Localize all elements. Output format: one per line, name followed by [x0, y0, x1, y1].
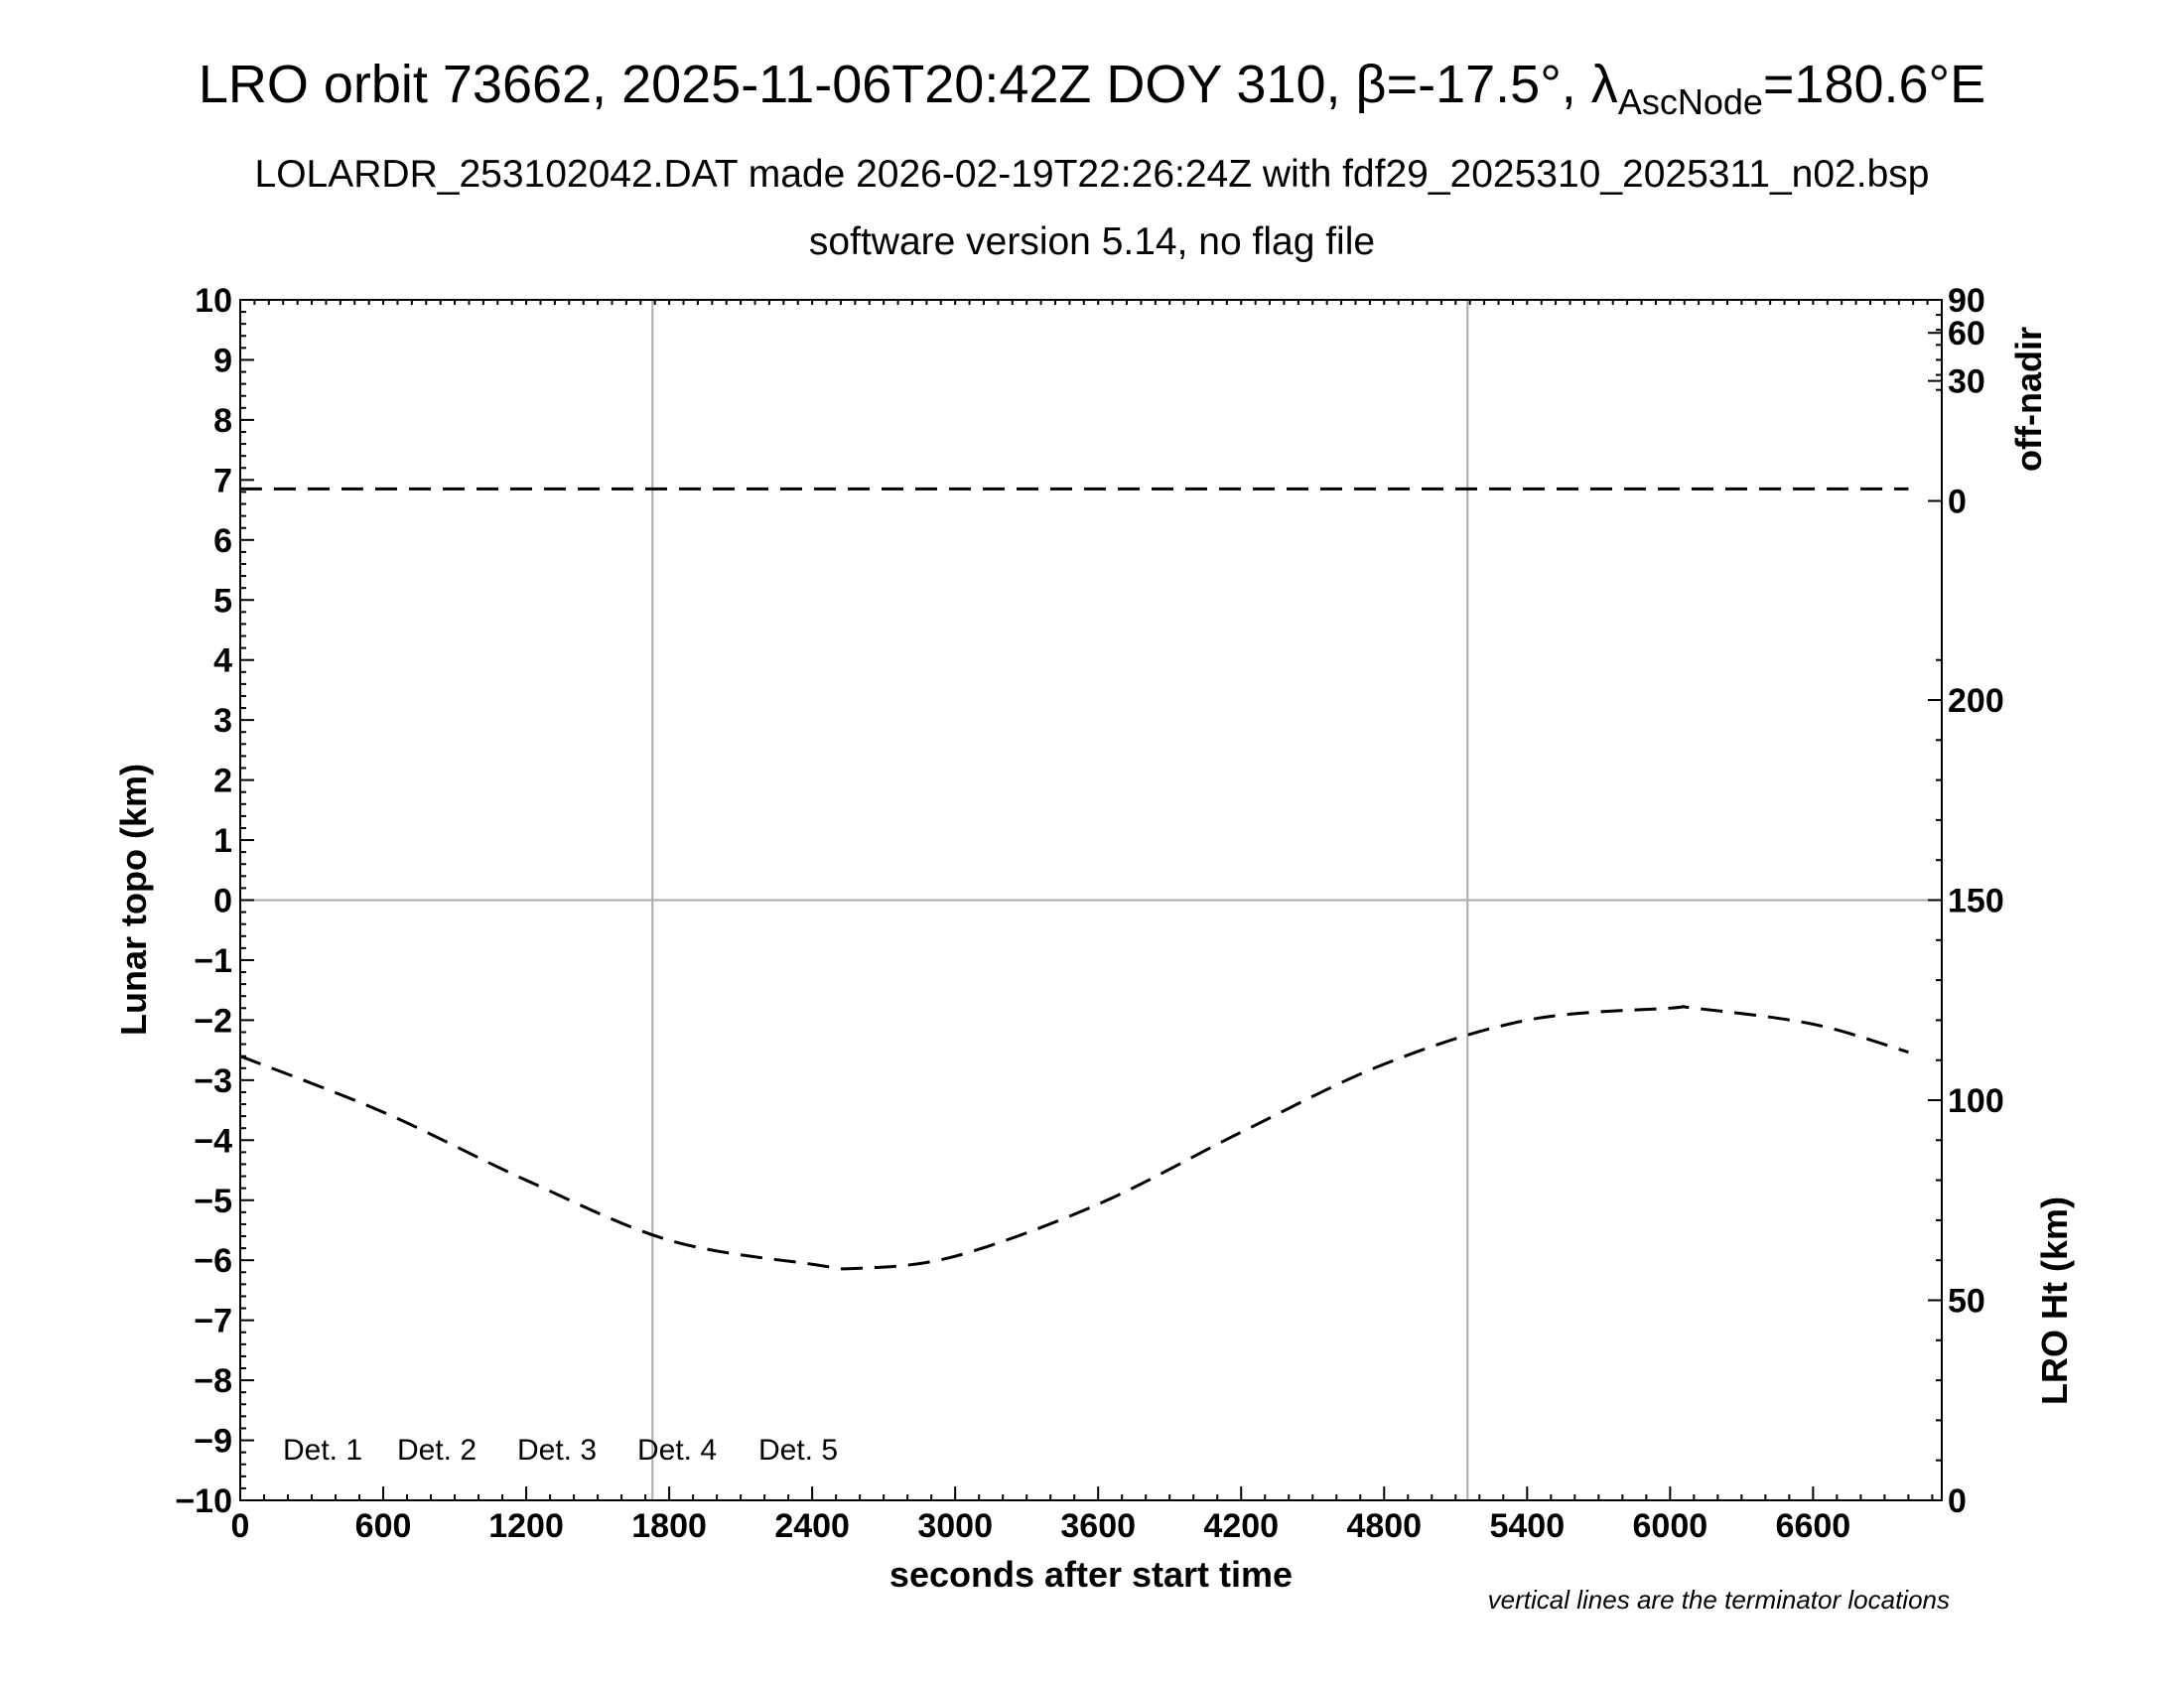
- right-top-axis-label: off-nadir: [2008, 327, 2049, 472]
- y-tick-label: −4: [194, 1122, 232, 1160]
- chart-title: LRO orbit 73662, 2025-11-06T20:42Z DOY 3…: [199, 55, 1985, 122]
- title-end: =180.6°E: [1763, 55, 1985, 114]
- y-tick-label: 9: [213, 342, 232, 379]
- x-tick-label: 6000: [1633, 1507, 1708, 1545]
- y-tick-label: −1: [194, 942, 232, 980]
- off-nadir-tick-label: 30: [1948, 363, 1985, 401]
- lro-ht-tick-label: 200: [1948, 682, 2004, 720]
- y-tick-label: 10: [195, 282, 232, 320]
- y-tick-label: 5: [213, 582, 232, 620]
- ticks-layer: 0 600 1200 1800 2400 3000 3600 4200 4800 5400 6000…: [175, 282, 2003, 1545]
- y-tick-label: −5: [194, 1183, 232, 1220]
- x-tick-label: 0: [231, 1507, 250, 1545]
- x-tick-label: 1200: [488, 1507, 564, 1545]
- off-nadir-tick-label: 90: [1948, 282, 1985, 320]
- plot-frame: [239, 299, 1943, 1501]
- lro-ht-tick-label: 150: [1948, 883, 2004, 920]
- x-tick-label: 3600: [1060, 1507, 1136, 1545]
- title-subscript: AscNode: [1618, 81, 1763, 122]
- y-axis-label: Lunar topo (km): [113, 764, 154, 1036]
- y-tick-label: −8: [194, 1362, 232, 1400]
- y-tick-label: 7: [213, 462, 232, 499]
- y-tick-label: 8: [213, 402, 232, 440]
- series-line-lro-height: [239, 1005, 1909, 1271]
- y-tick-label: −6: [194, 1242, 232, 1280]
- y-tick-label: 6: [213, 522, 232, 560]
- y-tick-label: 4: [213, 642, 232, 680]
- legend: Det. 1 Det. 2 Det. 3 Det. 4 Det. 5: [283, 1434, 838, 1467]
- series-layer: [239, 487, 1909, 1271]
- legend-item-det-5: Det. 5: [758, 1434, 838, 1467]
- y-tick-label: −7: [194, 1303, 232, 1340]
- x-tick-label: 1800: [631, 1507, 707, 1545]
- lro-ht-tick-label: 0: [1948, 1482, 1967, 1520]
- y-tick-label: 2: [213, 763, 232, 800]
- off-nadir-tick-label: 60: [1948, 315, 1985, 352]
- x-tick-label: 6600: [1776, 1507, 1851, 1545]
- y-tick-label: −3: [194, 1062, 232, 1100]
- y-tick-label: −2: [194, 1002, 232, 1040]
- y-tick-label: −10: [175, 1482, 232, 1520]
- y-tick-label: −9: [194, 1423, 232, 1461]
- chart-subtitle-1: LOLARDR_253102042.DAT made 2026-02-19T22…: [255, 153, 1930, 196]
- x-tick-label: 2400: [774, 1507, 850, 1545]
- footnote: vertical lines are the terminator locati…: [1488, 1585, 1950, 1615]
- legend-item-det-4: Det. 4: [637, 1434, 717, 1467]
- grid-layer: [240, 300, 1942, 1500]
- y-tick-label: 1: [213, 822, 232, 860]
- lro-ht-tick-label: 100: [1948, 1082, 2004, 1120]
- y-tick-label: 3: [213, 702, 232, 740]
- lro-ht-tick-label: 50: [1948, 1283, 1985, 1321]
- x-tick-label: 3000: [917, 1507, 993, 1545]
- off-nadir-tick-label: 0: [1948, 484, 1967, 521]
- x-tick-label: 5400: [1489, 1507, 1565, 1545]
- chart-subtitle-2: software version 5.14, no flag file: [809, 220, 1375, 263]
- x-axis-label: seconds after start time: [889, 1554, 1293, 1595]
- legend-item-det-3: Det. 3: [517, 1434, 597, 1467]
- legend-item-det-1: Det. 1: [283, 1434, 362, 1467]
- x-tick-label: 4200: [1203, 1507, 1279, 1545]
- x-tick-label: 4800: [1346, 1507, 1422, 1545]
- y-tick-label: 0: [213, 883, 232, 920]
- legend-item-det-2: Det. 2: [397, 1434, 477, 1467]
- right-bottom-axis-label: LRO Ht (km): [2034, 1196, 2075, 1405]
- title-main: LRO orbit 73662, 2025-11-06T20:42Z DOY 3…: [199, 55, 1618, 114]
- x-tick-label: 600: [355, 1507, 412, 1545]
